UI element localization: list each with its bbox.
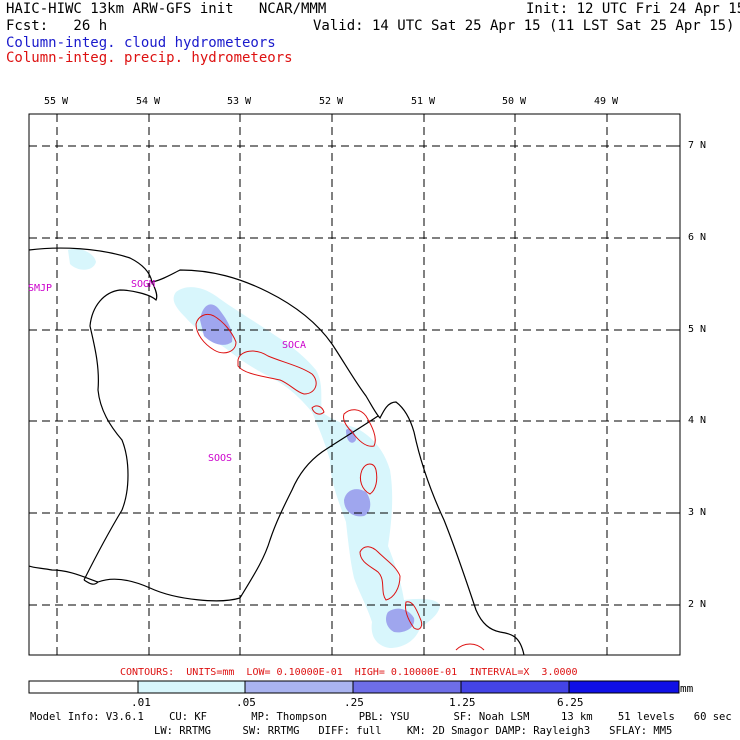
colorbar-tick-0.05: .05 <box>236 696 256 709</box>
cloud-fill-coast <box>173 287 440 648</box>
lon-label-54w: 54 W <box>136 96 161 107</box>
lon-label-50w: 50 W <box>502 96 527 107</box>
forecast-hour: Fcst: 26 h <box>6 18 108 34</box>
coastline-layer <box>29 247 525 655</box>
coastline <box>29 247 525 655</box>
lon-label-52w: 52 W <box>319 96 344 107</box>
init-time: Init: 12 UTC Fri 24 Apr 15 <box>526 1 740 17</box>
colorbar-bin-6 <box>568 680 680 694</box>
lat-lon-grid <box>29 114 680 655</box>
model-info-line1: Model Info: V3.6.1 CU: KF MP: Thompson P… <box>30 711 732 723</box>
lon-label-49w: 49 W <box>594 96 619 107</box>
field-precip-label: Column-integ. precip. hydrometeors <box>6 50 293 66</box>
precip-contour-3 <box>311 405 325 415</box>
border-guyane-brazil-link <box>83 579 99 585</box>
lat-label-2n: 2 N <box>688 599 707 610</box>
axis-ticks <box>56 114 680 606</box>
precip-contour-6 <box>359 546 401 601</box>
colorbar-unit: mm <box>680 682 694 695</box>
colorbar-bin-2 <box>137 680 246 694</box>
colorbar-tick-0.01: .01 <box>131 696 151 709</box>
field-cloud-label: Column-integ. cloud hydrometeors <box>6 35 276 51</box>
colorbar-bin-3 <box>244 680 354 694</box>
station-label-smjp: SMJP <box>28 283 53 294</box>
lat-label-7n: 7 N <box>688 140 707 151</box>
colorbar-bin-4 <box>352 680 462 694</box>
valid-time: Valid: 14 UTC Sat 25 Apr 15 (11 LST Sat … <box>313 18 735 34</box>
colorbar-bin-1 <box>28 680 139 694</box>
colorbar-bin-5 <box>460 680 570 694</box>
hydrometeor-fill-layer <box>68 248 440 648</box>
cloud-fill-medium-2 <box>344 489 371 517</box>
station-label-sogm: SOGM <box>131 279 156 290</box>
station-label-soos: SOOS <box>208 453 233 464</box>
border-suriname-guyane <box>83 281 158 581</box>
model-info-line2: LW: RRTMG SW: RRTMG DIFF: full KM: 2D Sm… <box>154 725 673 737</box>
lat-label-3n: 3 N <box>688 507 707 518</box>
precip-contour-layer <box>195 313 485 651</box>
station-label-soca: SOCA <box>282 340 307 351</box>
lat-label-5n: 5 N <box>688 324 707 335</box>
precip-contour-2 <box>237 350 317 395</box>
plot-title: HAIC-HIWC 13km ARW-GFS init NCAR/MMM <box>6 1 327 17</box>
lon-label-55w: 55 W <box>44 96 69 107</box>
precip-contour-4 <box>343 409 376 447</box>
colorbar <box>28 680 680 694</box>
lon-label-51w: 51 W <box>411 96 436 107</box>
colorbar-tick-6.25: 6.25 <box>557 696 584 709</box>
colorbar-tick-1.25: 1.25 <box>449 696 476 709</box>
lat-label-6n: 6 N <box>688 232 707 243</box>
map-frame <box>28 113 681 656</box>
contours-info: CONTOURS: UNITS=mm LOW= 0.10000E-01 HIGH… <box>120 667 578 678</box>
border-guyane-brazil <box>29 415 379 602</box>
lon-label-53w: 53 W <box>227 96 252 107</box>
precip-contour-7 <box>405 601 423 630</box>
colorbar-tick-0.25: .25 <box>344 696 364 709</box>
precip-contour-5 <box>359 463 378 495</box>
precip-contour-1 <box>195 313 237 354</box>
precip-contour-8 <box>455 643 485 651</box>
lat-label-4n: 4 N <box>688 415 707 426</box>
cloud-fill-north <box>68 248 96 270</box>
